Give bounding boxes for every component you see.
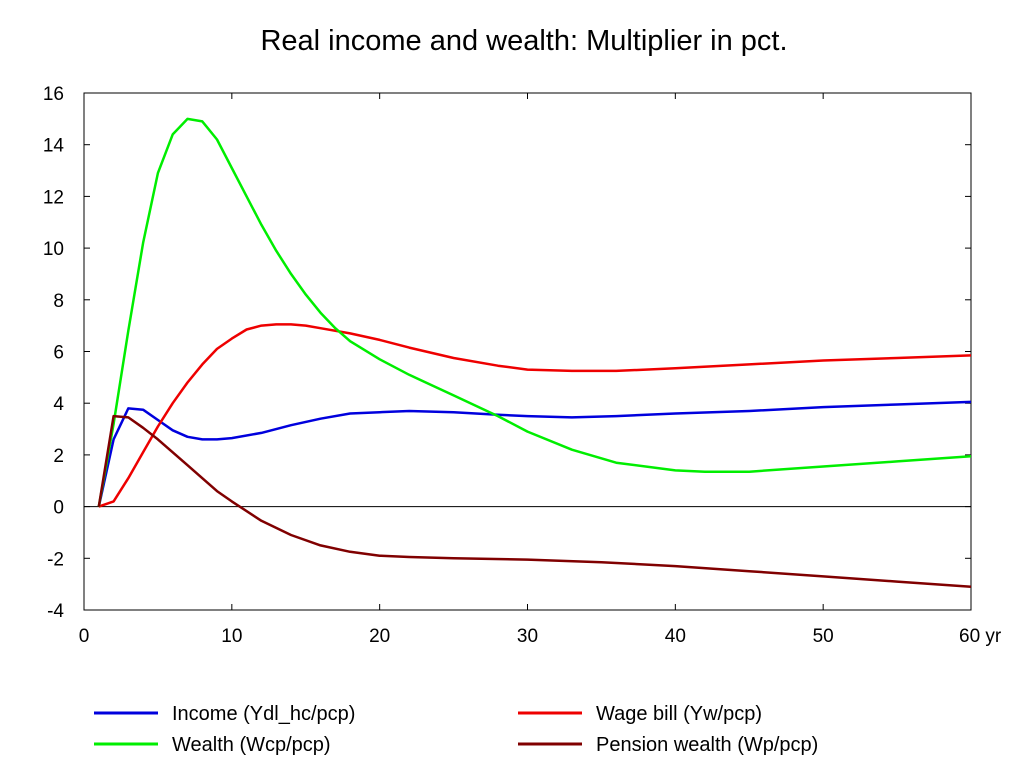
y-tick-label: 12	[43, 187, 64, 208]
y-tick-label: 14	[43, 136, 65, 157]
y-tick-label: 16	[43, 84, 64, 105]
chart-title: Real income and wealth: Multiplier in pc…	[260, 25, 787, 57]
y-tick-label: -4	[47, 601, 64, 622]
series-line-2	[97, 117, 972, 507]
legend: Income (Ydl_hc/pcp) Wage bill (Yw/pcp) Wea…	[94, 703, 818, 756]
legend-label-2: Wealth (Wcp/pcp)	[172, 734, 331, 756]
series-line-1	[98, 323, 972, 508]
y-tick-label: 8	[53, 291, 64, 312]
legend-label-0: Income (Ydl_hc/pcp)	[172, 703, 355, 725]
y-tick-label: 0	[53, 498, 64, 519]
x-tick-label: 20	[369, 626, 390, 647]
y-tick-label: -2	[47, 549, 64, 570]
y-tick-label: 4	[53, 394, 64, 415]
x-tick-label: 40	[665, 626, 686, 647]
x-tick-label: 60 yr	[959, 626, 1002, 647]
series-lines	[97, 117, 972, 588]
series-line-3	[97, 414, 972, 588]
y-tick-label: 6	[53, 343, 64, 364]
x-tick-label: 50	[813, 626, 834, 647]
x-tick-label: 30	[517, 626, 538, 647]
legend-label-1: Wage bill (Yw/pcp)	[596, 703, 762, 725]
y-tick-label: 2	[53, 446, 64, 467]
axis-tick-labels: 0 10 20 30 40 50 60 yr -4 -2 0 2 4 6 8 10 12 14 16	[43, 84, 1002, 647]
legend-label-3: Pension wealth (Wp/pcp)	[596, 734, 818, 756]
x-tick-label: 10	[221, 626, 242, 647]
y-tick-label: 10	[43, 239, 64, 260]
x-tick-label: 0	[79, 626, 90, 647]
